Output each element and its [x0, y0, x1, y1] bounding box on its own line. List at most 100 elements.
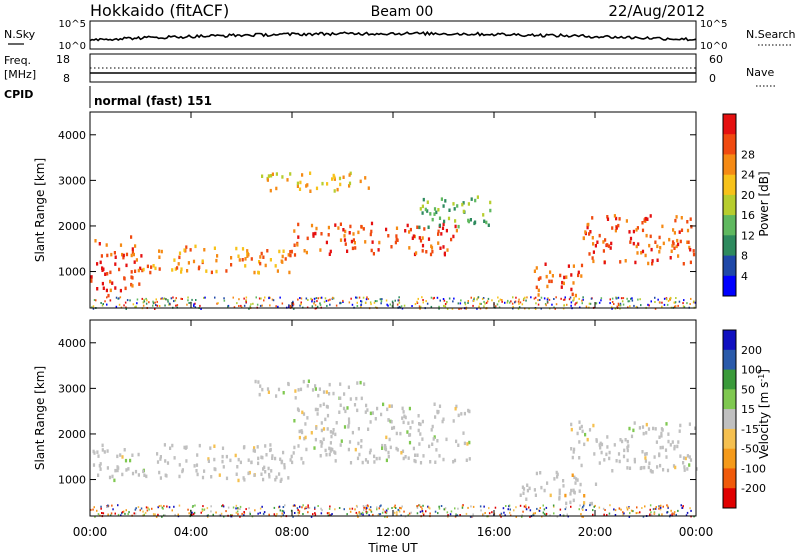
heatmap-cell [227, 506, 230, 509]
cpid-value: normal (fast) 151 [94, 94, 212, 108]
heatmap-cell [314, 507, 316, 510]
heatmap-cell [594, 482, 598, 486]
heatmap-cell [229, 458, 232, 463]
heatmap-cell [356, 408, 359, 413]
xtick-label: 20:00 [578, 525, 613, 539]
heatmap-cell [125, 306, 127, 309]
colorbar-tick: 8 [741, 250, 748, 263]
heatmap-cell [442, 245, 445, 249]
nave-tick-0: 0 [709, 72, 716, 85]
heatmap-cell [437, 512, 439, 515]
heatmap-cell [453, 207, 456, 211]
heatmap-cell [193, 464, 196, 468]
heatmap-cell [401, 505, 403, 508]
heatmap-cell [261, 387, 264, 392]
heatmap-cell [666, 504, 668, 507]
heatmap-cell [343, 508, 345, 511]
heatmap-cell [645, 422, 648, 427]
heatmap-cell [348, 420, 351, 425]
heatmap-cell [222, 465, 225, 469]
heatmap-cell [294, 389, 297, 393]
heatmap-cell [314, 512, 316, 515]
heatmap-cell [124, 512, 126, 515]
heatmap-cell [300, 303, 302, 306]
heatmap-cell [353, 241, 356, 245]
heatmap-cell [464, 303, 467, 306]
heatmap-cell [647, 261, 650, 266]
heatmap-cell [96, 262, 99, 266]
heatmap-cell [382, 402, 385, 407]
heatmap-cell [259, 384, 262, 388]
heatmap-cell [582, 515, 584, 518]
heatmap-cell [379, 505, 381, 508]
heatmap-cell [555, 303, 558, 306]
heatmap-cell [100, 254, 103, 258]
heatmap-cell [574, 293, 577, 298]
heatmap-cell [504, 301, 506, 304]
heatmap-cell [461, 202, 464, 207]
heatmap-cell [411, 236, 414, 240]
heatmap-cell [397, 299, 399, 302]
heatmap-cell [380, 302, 382, 305]
heatmap-cell [319, 248, 322, 252]
heatmap-cell [342, 175, 345, 179]
heatmap-cell [367, 298, 370, 300]
heatmap-cell [394, 511, 396, 514]
heatmap-cell [588, 302, 591, 305]
heatmap-cell [268, 513, 270, 516]
heatmap-cell [430, 428, 433, 432]
heatmap-cell [125, 252, 129, 257]
heatmap-cell [667, 432, 670, 436]
heatmap-cell [278, 506, 280, 509]
heatmap-cell [654, 296, 656, 299]
heatmap-cell [443, 304, 445, 307]
heatmap-cell [171, 268, 174, 272]
heatmap-cell [230, 263, 233, 267]
heatmap-cell [619, 307, 621, 310]
heatmap-cell [434, 415, 437, 419]
heatmap-cell [519, 504, 522, 507]
heatmap-cell [145, 302, 148, 305]
heatmap-cell [414, 453, 417, 457]
heatmap-cell [302, 379, 305, 384]
heatmap-cell [160, 249, 163, 254]
heatmap-cell [452, 419, 455, 423]
heatmap-cell [320, 444, 323, 448]
heatmap-cell [482, 513, 485, 516]
heatmap-cell [645, 233, 648, 238]
heatmap-cell [613, 214, 616, 218]
heatmap-cell [686, 467, 689, 471]
heatmap-cell [675, 244, 678, 249]
heatmap-cell [474, 198, 477, 203]
heatmap-cell [539, 507, 541, 509]
heatmap-cell [673, 513, 675, 516]
heatmap-cell [360, 439, 363, 443]
heatmap-cell [633, 421, 636, 425]
heatmap-cell [595, 302, 598, 305]
velocity-panel-frame [89, 319, 697, 517]
heatmap-cell [334, 451, 337, 455]
heatmap-cell [617, 302, 620, 305]
heatmap-cell [372, 513, 374, 516]
heatmap-cell [667, 505, 669, 508]
heatmap-cell [582, 509, 584, 511]
heatmap-cell [467, 408, 470, 413]
heatmap-cell [161, 515, 163, 518]
colorbar-tick: 15 [741, 403, 755, 416]
heatmap-cell [264, 470, 267, 474]
heatmap-cell [103, 450, 106, 454]
heatmap-cell [164, 459, 167, 463]
heatmap-cell [146, 299, 148, 302]
heatmap-cell [173, 456, 176, 460]
heatmap-cell [442, 417, 445, 421]
heatmap-cell [159, 476, 162, 480]
heatmap-cell [315, 426, 318, 430]
heatmap-cell [169, 446, 172, 450]
heatmap-cell [194, 504, 196, 507]
heatmap-cell [419, 307, 421, 310]
heatmap-cell [259, 511, 261, 514]
heatmap-cell [442, 457, 445, 462]
heatmap-cell [449, 513, 452, 516]
heatmap-cell [649, 508, 651, 511]
heatmap-cell [113, 251, 116, 255]
